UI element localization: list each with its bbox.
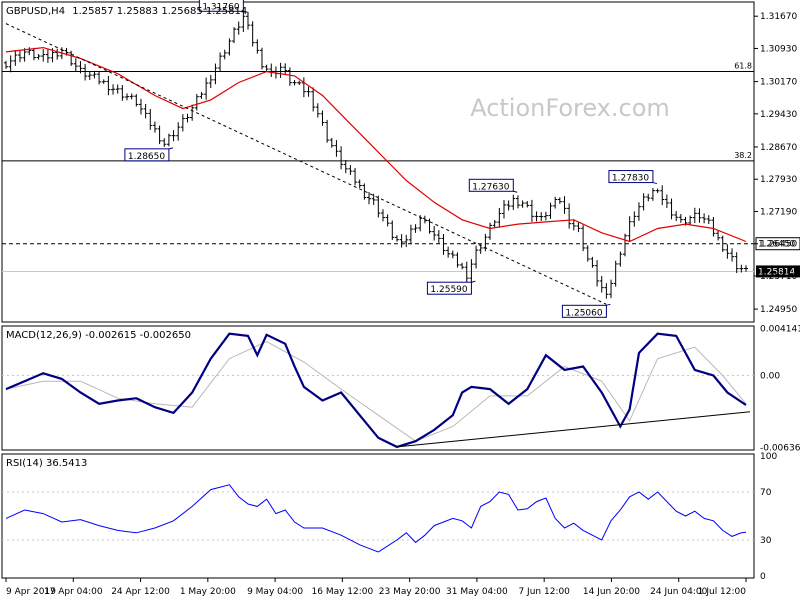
x-tick-label: 17 Apr 04:00 xyxy=(44,587,103,597)
price-annotation-label: 1.25590 xyxy=(430,285,467,295)
rsi-line xyxy=(5,484,747,553)
x-tick-label: 7 Jun 12:00 xyxy=(518,587,570,597)
price-annotation-pointer xyxy=(606,303,611,306)
x-tick-label: 23 May 20:00 xyxy=(379,587,441,597)
macd-tick-label: 0.00 xyxy=(760,372,780,382)
price-annotation-box xyxy=(124,148,170,162)
price-annotation-label: 1.28650 xyxy=(128,152,165,162)
rsi-tick-label: 30 xyxy=(760,536,772,546)
x-tick-label: 31 May 04:00 xyxy=(446,587,508,597)
trendline xyxy=(5,23,607,305)
price-annotation-box xyxy=(561,304,607,318)
rsi-tick-label: 70 xyxy=(760,488,772,498)
price-annotation-box xyxy=(468,178,514,192)
rsi-panel-frame xyxy=(1,453,755,579)
x-tick-label: 14 Jun 20:00 xyxy=(583,587,640,597)
macd-tick-label: 0.004141 xyxy=(760,325,800,335)
y-tick-label: 1.27190 xyxy=(760,207,797,217)
price-annotation-label: 1.25060 xyxy=(565,308,602,318)
rsi-tick-label: 0 xyxy=(760,572,766,582)
current-price-label: 1.25814 xyxy=(758,267,795,277)
price-annotation-label: 1.31760 xyxy=(202,2,239,12)
axis-labels: 1.31670 1.30930 1.30170 1.29430 1.28670 1.279… xyxy=(5,12,800,597)
fib-level-label: 38.2 xyxy=(734,151,752,160)
price-annotation-label: 1.27630 xyxy=(472,182,509,192)
x-tick-label: 9 May 04:00 xyxy=(247,587,303,597)
y-tick-label: 1.27930 xyxy=(760,175,797,185)
price-annotation-box xyxy=(198,0,244,12)
rsi-tick-label: 100 xyxy=(760,452,777,462)
y-tick-label: 1.25710 xyxy=(760,272,797,282)
fib-level-label: 61.8 xyxy=(734,62,752,71)
x-tick-label: 16 May 12:00 xyxy=(312,587,374,597)
x-tick-label: 24 Jun 04:00 xyxy=(650,587,707,597)
rsi-series xyxy=(5,484,747,553)
macd-tick-label: -0.006365 xyxy=(760,444,800,454)
macd-panel-frame xyxy=(1,325,755,451)
price-annotations: 1.31760 1.28650 1.27630 1.27830 1.25590 1.250… xyxy=(124,0,658,318)
macd-trendline xyxy=(396,411,751,448)
price-trendline xyxy=(5,23,607,305)
price-annotation-box xyxy=(608,170,654,184)
watermark: ActionForex.com xyxy=(470,94,670,122)
y-tick-label: 1.29430 xyxy=(760,110,797,120)
x-tick-label: 1 Jul 12:00 xyxy=(698,587,747,597)
rsi-title: RSI(14) 36.5413 xyxy=(6,458,87,469)
x-tick-label: 9 Apr 2019 xyxy=(6,587,56,597)
price-annotation-pointer xyxy=(513,190,518,193)
price-annotation-pointer xyxy=(243,10,248,13)
y-tick-label: 1.26450 xyxy=(760,240,797,250)
price-annotation-pointer xyxy=(168,147,174,150)
macd-title: MACD(12,26,9) -0.002615 -0.002650 xyxy=(6,330,191,341)
x-tick-label: 1 May 20:00 xyxy=(180,587,236,597)
grid xyxy=(2,375,754,541)
y-tick-label: 1.28670 xyxy=(760,143,797,153)
current-price-box xyxy=(756,265,800,278)
price-panel-frame xyxy=(1,1,755,323)
macd-line xyxy=(5,332,747,449)
macd-signal-line xyxy=(5,341,747,442)
price-bars xyxy=(4,11,748,299)
y-tick-label: 1.30170 xyxy=(760,78,797,88)
x-tick-label: 24 Apr 12:00 xyxy=(111,587,170,597)
chart-header: GBPUSD,H4 1.25857 1.25883 1.25685 1.2581… xyxy=(6,6,247,17)
level-label: 1.26450 xyxy=(758,240,795,250)
price-annotation-pointer xyxy=(652,182,658,185)
ema-line xyxy=(5,46,747,243)
price-annotation-label: 1.27830 xyxy=(612,174,649,184)
y-tick-label: 1.30930 xyxy=(760,44,797,54)
macd-series xyxy=(5,332,751,449)
horizontal-levels: 61.8 38.2 1.26450 1.25814 xyxy=(2,62,800,278)
y-tick-label: 1.31670 xyxy=(760,12,797,22)
moving-average xyxy=(5,46,747,243)
price-annotation-box xyxy=(426,281,472,295)
y-tick-label: 1.24950 xyxy=(760,305,797,315)
price-annotation-pointer xyxy=(471,280,476,283)
